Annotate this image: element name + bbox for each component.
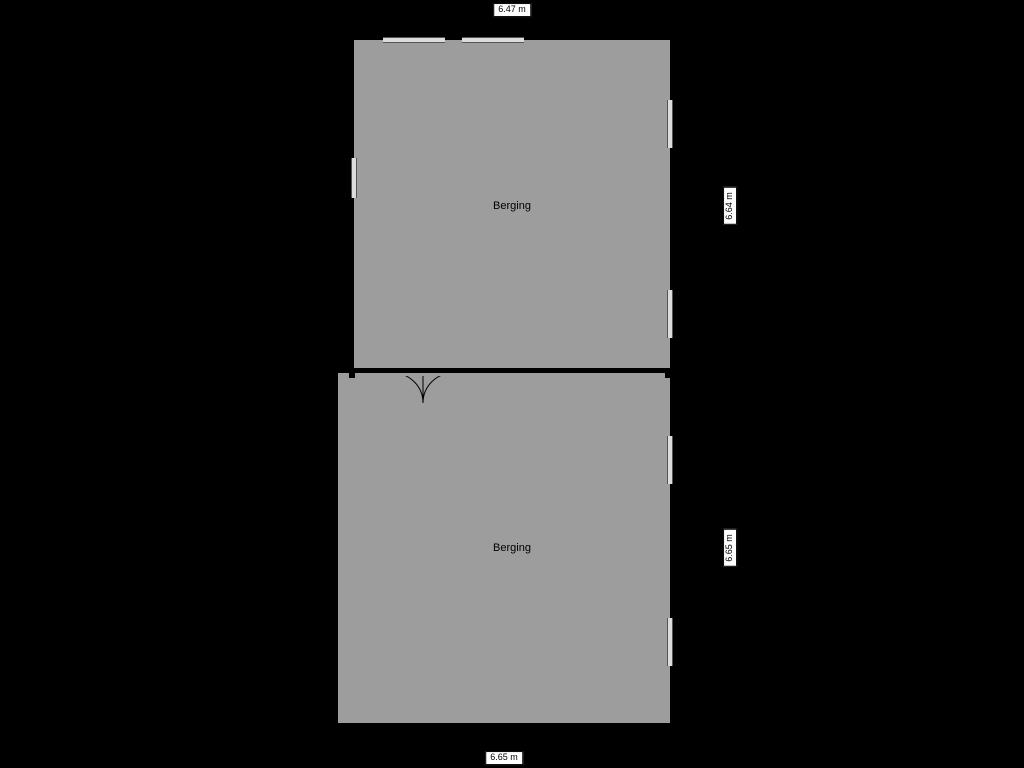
window-right-3 (667, 436, 673, 484)
dim-top-width: 6.47 m (493, 3, 531, 17)
window-left-1 (351, 158, 357, 198)
dim-tick (726, 373, 734, 374)
window-right-1 (667, 100, 673, 148)
room-bottom-label: Berging (493, 542, 531, 554)
dim-bottom-width: 6.65 m (485, 751, 523, 765)
pillar-left (349, 372, 355, 378)
dim-tick (354, 6, 355, 14)
window-right-4 (667, 618, 673, 666)
dim-upper-height: 6.64 m (723, 187, 737, 225)
dim-tick (669, 754, 670, 762)
floorplan-canvas: Berging Berging 6.47 m 6.65 m 6.64 m 6.6… (0, 0, 1024, 768)
wall-divider (338, 368, 670, 373)
dim-tick (726, 722, 734, 723)
door-double (393, 373, 453, 403)
dim-tick (726, 40, 734, 41)
dim-tick (726, 368, 734, 369)
room-top-label: Berging (493, 200, 531, 212)
dim-tick (669, 6, 670, 14)
pillar-right (665, 372, 671, 378)
window-top-1 (383, 37, 445, 43)
window-top-2 (462, 37, 524, 43)
window-right-2 (667, 290, 673, 338)
dim-lower-height: 6.65 m (723, 529, 737, 567)
dim-tick (338, 754, 339, 762)
